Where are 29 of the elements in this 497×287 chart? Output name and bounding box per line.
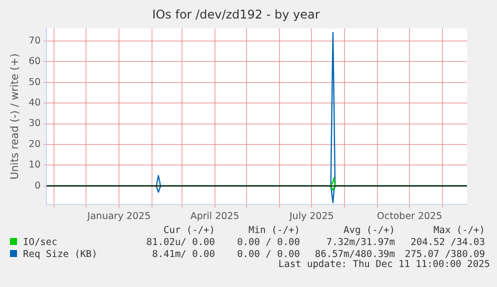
text: Avg (-/+) — [342, 225, 395, 237]
y-tick-label: 60 — [28, 56, 41, 68]
y-tick-label: 50 — [28, 76, 41, 88]
x-tick-label: April 2025 — [190, 210, 240, 222]
text: Min (-/+) — [248, 225, 300, 237]
y-tick-label: 0 — [34, 180, 41, 192]
text: 204.52 /34.03 — [410, 237, 485, 249]
text: 86.57m/480.39m — [314, 249, 395, 260]
y-tick-label: 10 — [28, 160, 41, 171]
legend-label: IO/sec — [22, 237, 58, 249]
text: Max (-/+) — [432, 225, 485, 237]
text: 0.00 / 0.00 — [236, 237, 300, 249]
text: 7.32m/31.97m — [325, 237, 395, 249]
x-tick-label: July 2025 — [288, 210, 334, 222]
text: Cur (-/+) — [162, 225, 215, 237]
chart-title: IOs for /dev/zd192 - by year — [152, 7, 320, 22]
y-tick-label: 20 — [28, 138, 41, 150]
x-tick-label: October 2025 — [376, 210, 442, 222]
legend-label: Req Size (KB) — [22, 249, 98, 261]
y-axis-title: Units read (-) / write (+) — [9, 53, 22, 180]
text: 81.02u/ 0.00 — [145, 237, 215, 249]
text: 275.07 /380.09 — [404, 249, 485, 260]
x-tick-label: January 2025 — [86, 210, 151, 222]
text: Last update: Thu Dec 11 11:00:00 2025 — [277, 259, 490, 270]
text: 0.00 / 0.00 — [236, 249, 300, 260]
y-tick-label: 70 — [28, 35, 41, 46]
text: 8.41m/ 0.00 — [151, 249, 215, 261]
y-tick-label: 30 — [28, 118, 41, 130]
y-tick-label: 40 — [28, 97, 41, 108]
